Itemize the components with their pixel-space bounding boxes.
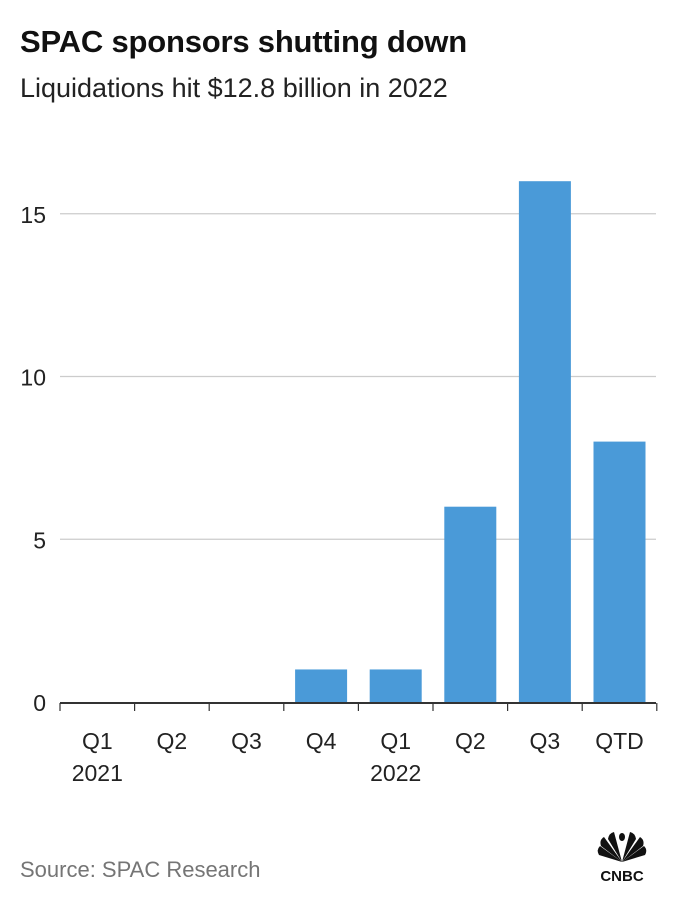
bar bbox=[518, 181, 571, 702]
bar bbox=[593, 441, 646, 702]
logo-text: CNBC bbox=[600, 868, 643, 884]
y-tick-label: 5 bbox=[33, 527, 46, 553]
x-tick-label: QTD bbox=[595, 728, 644, 754]
cnbc-logo: CNBC bbox=[597, 832, 647, 884]
source-note: Source: SPAC Research bbox=[20, 857, 261, 882]
x-tick-label: Q3 bbox=[231, 728, 262, 754]
x-tick-label: Q1 bbox=[380, 728, 411, 754]
bar bbox=[369, 669, 422, 702]
x-tick-label: Q3 bbox=[530, 728, 561, 754]
chart-title: SPAC sponsors shutting down bbox=[20, 24, 467, 59]
x-tick-label: Q2 bbox=[157, 728, 188, 754]
y-tick-label: 15 bbox=[20, 202, 46, 228]
bar bbox=[444, 506, 497, 702]
x-tick-label: Q1 bbox=[82, 728, 113, 754]
y-tick-label: 10 bbox=[20, 365, 46, 391]
chart-subtitle: Liquidations hit $12.8 billion in 2022 bbox=[20, 73, 448, 103]
bar bbox=[295, 669, 348, 702]
y-tick-label: 0 bbox=[33, 690, 46, 716]
x-tick-label: Q2 bbox=[455, 728, 486, 754]
year-label: 2022 bbox=[370, 760, 421, 786]
year-label: 2021 bbox=[72, 760, 123, 786]
x-tick-label: Q4 bbox=[306, 728, 337, 754]
